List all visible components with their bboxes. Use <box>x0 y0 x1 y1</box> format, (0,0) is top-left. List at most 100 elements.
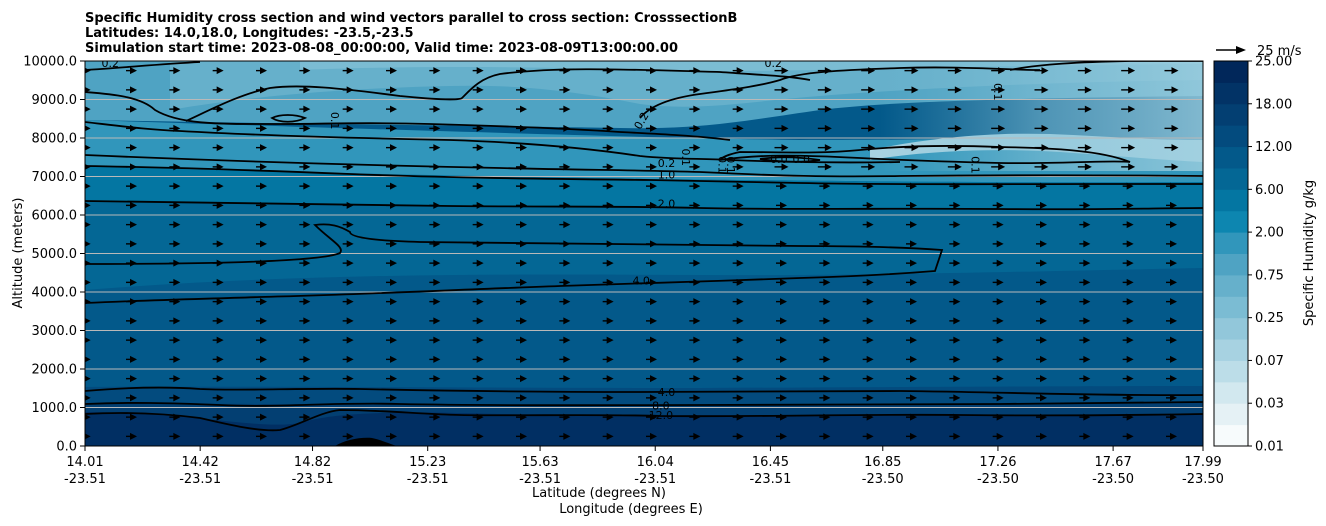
wind-vector <box>732 355 744 363</box>
wind-vector <box>559 86 571 94</box>
wind-vector <box>126 278 137 286</box>
wind-vector <box>861 124 876 132</box>
wind-vector <box>1166 355 1177 363</box>
wind-vector <box>862 182 874 190</box>
wind-vector <box>212 259 224 267</box>
wind-vector <box>212 86 224 94</box>
wind-vector <box>169 124 181 132</box>
wind-vector <box>472 182 484 190</box>
wind-vector <box>559 201 571 209</box>
wind-vector <box>947 124 962 132</box>
colorbar-tick-label: 0.07 <box>1255 354 1284 369</box>
wind-vector <box>1166 317 1177 325</box>
colorbar-tick-label: 0.25 <box>1255 311 1284 326</box>
wind-vector <box>429 240 441 248</box>
wind-vector <box>386 163 397 171</box>
wind-vector <box>992 432 1004 440</box>
wind-vector <box>774 67 789 75</box>
wind-vector <box>342 163 354 171</box>
quiver-key-label: 25 m/s <box>1257 44 1302 59</box>
wind-vector <box>299 105 311 113</box>
wind-vector <box>256 375 267 383</box>
x-tick-label-lon: -23.50 <box>977 472 1019 487</box>
wind-vector <box>429 394 441 402</box>
wind-vector <box>126 355 137 363</box>
wind-vector <box>386 86 397 94</box>
x-tick-label-lat: 16.45 <box>752 455 789 470</box>
wind-vector <box>1122 182 1134 190</box>
wind-vector <box>1036 355 1047 363</box>
wind-vector <box>1036 221 1047 229</box>
wind-vector <box>1079 182 1091 190</box>
wind-vector <box>212 67 224 75</box>
wind-vector <box>774 105 789 113</box>
wind-vector <box>472 240 484 248</box>
wind-vector <box>689 317 701 325</box>
wind-vector <box>1079 394 1091 402</box>
wind-vector <box>992 355 1004 363</box>
wind-vector <box>299 144 311 152</box>
wind-vector <box>1034 124 1049 132</box>
wind-vector <box>429 432 441 440</box>
wind-vector <box>472 432 484 440</box>
wind-vector <box>689 278 701 286</box>
wind-vector <box>904 163 919 171</box>
wind-vector <box>602 355 614 363</box>
y-tick-label: 8000.0 <box>32 132 78 147</box>
wind-vector <box>386 144 397 152</box>
wind-vector <box>646 105 657 113</box>
wind-vector <box>559 259 571 267</box>
wind-vector <box>1036 201 1047 209</box>
wind-vector <box>774 124 789 132</box>
wind-vector <box>256 394 267 402</box>
wind-vector <box>342 432 354 440</box>
x-tick-label-lon: -23.50 <box>1182 472 1224 487</box>
wind-vector <box>1122 432 1134 440</box>
wind-vector <box>256 201 267 209</box>
wind-vector <box>862 336 874 344</box>
wind-vector <box>516 432 527 440</box>
wind-vector <box>126 67 137 75</box>
contour-label: 0.1 <box>968 156 981 174</box>
wind-vector <box>386 413 397 421</box>
wind-vector <box>776 240 787 248</box>
contour-01-closed <box>185 68 811 122</box>
wind-vector <box>126 86 137 94</box>
quiver-key: 25 m/s <box>1216 44 1302 59</box>
wind-vector <box>949 201 961 209</box>
wind-vector <box>386 201 397 209</box>
wind-vector <box>386 336 397 344</box>
wind-vector <box>1122 336 1134 344</box>
wind-vector <box>1036 336 1047 344</box>
wind-vector <box>1166 240 1177 248</box>
contour-label: 12.0 <box>649 409 674 422</box>
wind-vector <box>559 124 571 132</box>
wind-vector <box>1122 375 1134 383</box>
wind-vector <box>732 298 744 306</box>
wind-vector <box>689 240 701 248</box>
wind-vector <box>861 163 876 171</box>
wind-vector <box>602 144 614 152</box>
wind-vector <box>776 182 787 190</box>
contour-label: 0.2 <box>102 57 120 70</box>
wind-vector <box>862 413 874 421</box>
wind-vector <box>1166 336 1177 344</box>
wind-vector <box>904 144 919 152</box>
wind-vector <box>819 394 831 402</box>
x-tick-label-lat: 15.23 <box>409 455 446 470</box>
wind-vector <box>559 413 571 421</box>
wind-vector <box>862 375 874 383</box>
wind-vector <box>429 336 441 344</box>
wind-vector <box>299 221 311 229</box>
wind-vector <box>559 355 571 363</box>
wind-vector <box>516 67 527 75</box>
wind-vector <box>516 413 527 421</box>
x-tick-label-lat: 17.67 <box>1095 455 1132 470</box>
colorbar-segment <box>1214 167 1248 190</box>
wind-vector <box>1077 124 1092 132</box>
wind-vector <box>1164 124 1179 132</box>
wind-vector <box>862 394 874 402</box>
wind-vector <box>776 394 787 402</box>
wind-vector <box>646 163 657 171</box>
wind-vector <box>819 336 831 344</box>
